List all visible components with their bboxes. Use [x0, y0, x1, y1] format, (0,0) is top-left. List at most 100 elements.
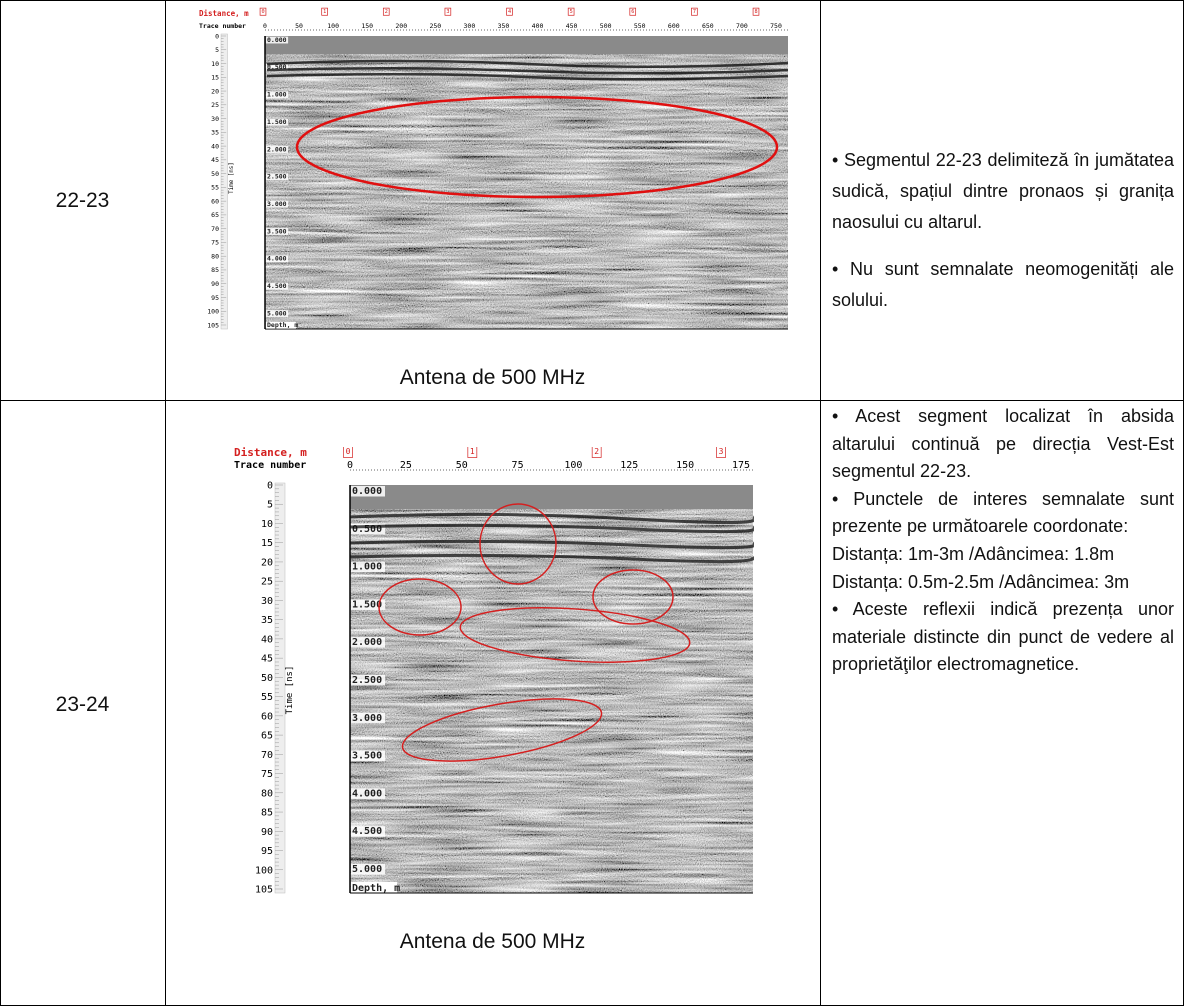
- time-tick-label: 15: [211, 74, 219, 82]
- time-tick-label: 40: [211, 142, 219, 150]
- time-tick-label: 65: [211, 211, 219, 219]
- depth-label: Depth, m: [267, 321, 298, 329]
- segment-label: 23-24: [55, 693, 110, 716]
- time-tick-label: 70: [261, 750, 273, 761]
- trace-tick-label: 200: [395, 22, 407, 30]
- marker-box: [691, 7, 698, 16]
- time-tick-label: 40: [261, 634, 273, 645]
- time-tick-label: 20: [261, 557, 273, 568]
- marker-label: 3: [719, 447, 724, 456]
- note: • Punctele de interes semnalate sunt pre…: [832, 488, 1174, 537]
- time-tick-label: 90: [211, 280, 219, 288]
- depth-tick-label: 1.000: [352, 562, 382, 573]
- trace-tick-label: 500: [600, 22, 612, 30]
- depth-tick-label: 0.500: [352, 524, 382, 535]
- depth-label-bg: [266, 282, 289, 290]
- depth-tick-label: 4.000: [352, 788, 382, 799]
- depth-label-bg: [266, 310, 289, 317]
- trace-tick-label: 550: [634, 22, 646, 30]
- time-tick-label: 70: [211, 225, 219, 233]
- trace-tick-label: 50: [456, 460, 468, 471]
- time-tick-label: 25: [261, 577, 273, 588]
- trace-tick-label: 750: [770, 22, 782, 30]
- time-tick-label: 105: [207, 321, 219, 329]
- depth-label-bg: [266, 64, 289, 71]
- time-label: Time [ns]: [285, 666, 295, 715]
- time-tick-label: 30: [261, 596, 273, 607]
- trace-tick-label: 0: [347, 460, 353, 471]
- depth-label-bg: [351, 750, 385, 762]
- trace-tick-label: 650: [702, 22, 714, 30]
- trace-tick-label: 700: [736, 22, 748, 30]
- trace-label: Trace number: [199, 22, 246, 30]
- depth-tick-label: 3.000: [267, 200, 287, 208]
- segment-label: 22-23: [55, 189, 110, 212]
- depth-label-bg: [266, 321, 296, 329]
- time-tick-label: 65: [261, 731, 273, 742]
- marker-box: [506, 7, 513, 16]
- marker-box: [259, 7, 267, 16]
- marker-box: [343, 447, 353, 458]
- depth-label-bg: [351, 826, 385, 837]
- trace-tick-label: 600: [668, 22, 680, 30]
- distance-label: Distance, m: [234, 447, 307, 459]
- time-ruler: [220, 33, 228, 330]
- trace-tick-label: 25: [400, 460, 412, 471]
- air-band: [350, 485, 753, 509]
- time-tick-label: 85: [261, 808, 273, 819]
- border: [0, 0, 1184, 1]
- marker-label: 0: [346, 447, 351, 456]
- time-tick-label: 75: [261, 769, 273, 780]
- time-tick-label: 80: [211, 252, 219, 260]
- depth-tick-label: 2.000: [267, 145, 287, 153]
- marker-label: 7: [693, 9, 696, 15]
- depth-tick-label: 1.500: [267, 118, 287, 126]
- marker-box: [467, 447, 478, 458]
- depth-label-bg: [351, 599, 385, 610]
- trace-tick-label: 150: [361, 22, 373, 30]
- marker-label: 4: [508, 9, 511, 15]
- time-tick-label: 30: [211, 115, 219, 123]
- trace-tick-label: 100: [327, 22, 339, 30]
- time-tick-label: 15: [261, 538, 273, 549]
- time-tick-label: 85: [211, 266, 219, 274]
- trace-tick-label: 250: [429, 22, 441, 30]
- depth-label-bg: [266, 118, 289, 126]
- depth-label-bg: [351, 712, 385, 724]
- time-tick-label: 45: [211, 156, 219, 164]
- caption: Antena de 500 MHz: [399, 366, 586, 389]
- marker-label: 5: [570, 9, 573, 15]
- trace-tick-label: 450: [566, 22, 578, 30]
- time-tick-label: 35: [211, 129, 219, 137]
- depth-tick-label: 2.000: [352, 637, 382, 648]
- border: [0, 0, 1, 1006]
- depth-tick-label: 2.500: [352, 675, 382, 686]
- depth-tick-label: 2.500: [267, 173, 287, 181]
- time-tick-label: 55: [211, 184, 219, 192]
- depth-tick-label: 3.000: [352, 713, 382, 724]
- time-ruler: [274, 482, 286, 894]
- caption: Antena de 500 MHz: [399, 930, 586, 953]
- note: • Acest segment localizat în absida alta…: [832, 406, 1174, 482]
- depth-tick-label: 5.000: [352, 864, 382, 875]
- time-tick-label: 10: [261, 519, 273, 530]
- depth-label-bg: [266, 91, 289, 99]
- depth-tick-label: 4.500: [352, 826, 382, 837]
- note: Distanța: 0.5m-2.5m /Adâncimea: 3m: [832, 571, 1130, 592]
- marker-box: [716, 447, 726, 458]
- marker-box: [591, 447, 602, 458]
- notes: • Segmentul 22-23 delimiteză în jumătate…: [832, 145, 1174, 316]
- trace-tick-label: 175: [732, 460, 750, 471]
- marker-label: 2: [385, 9, 388, 15]
- time-tick-label: 0: [267, 481, 273, 492]
- depth-tick-label: 0.500: [267, 63, 287, 71]
- marker-label: 8: [754, 9, 757, 15]
- time-tick-label: 60: [211, 197, 219, 205]
- depth-tick-label: 0.000: [352, 486, 382, 497]
- trace-tick-label: 50: [295, 22, 303, 30]
- trace-tick-label: 350: [498, 22, 510, 30]
- depth-label-bg: [351, 523, 385, 535]
- marker-label: 3: [446, 9, 449, 15]
